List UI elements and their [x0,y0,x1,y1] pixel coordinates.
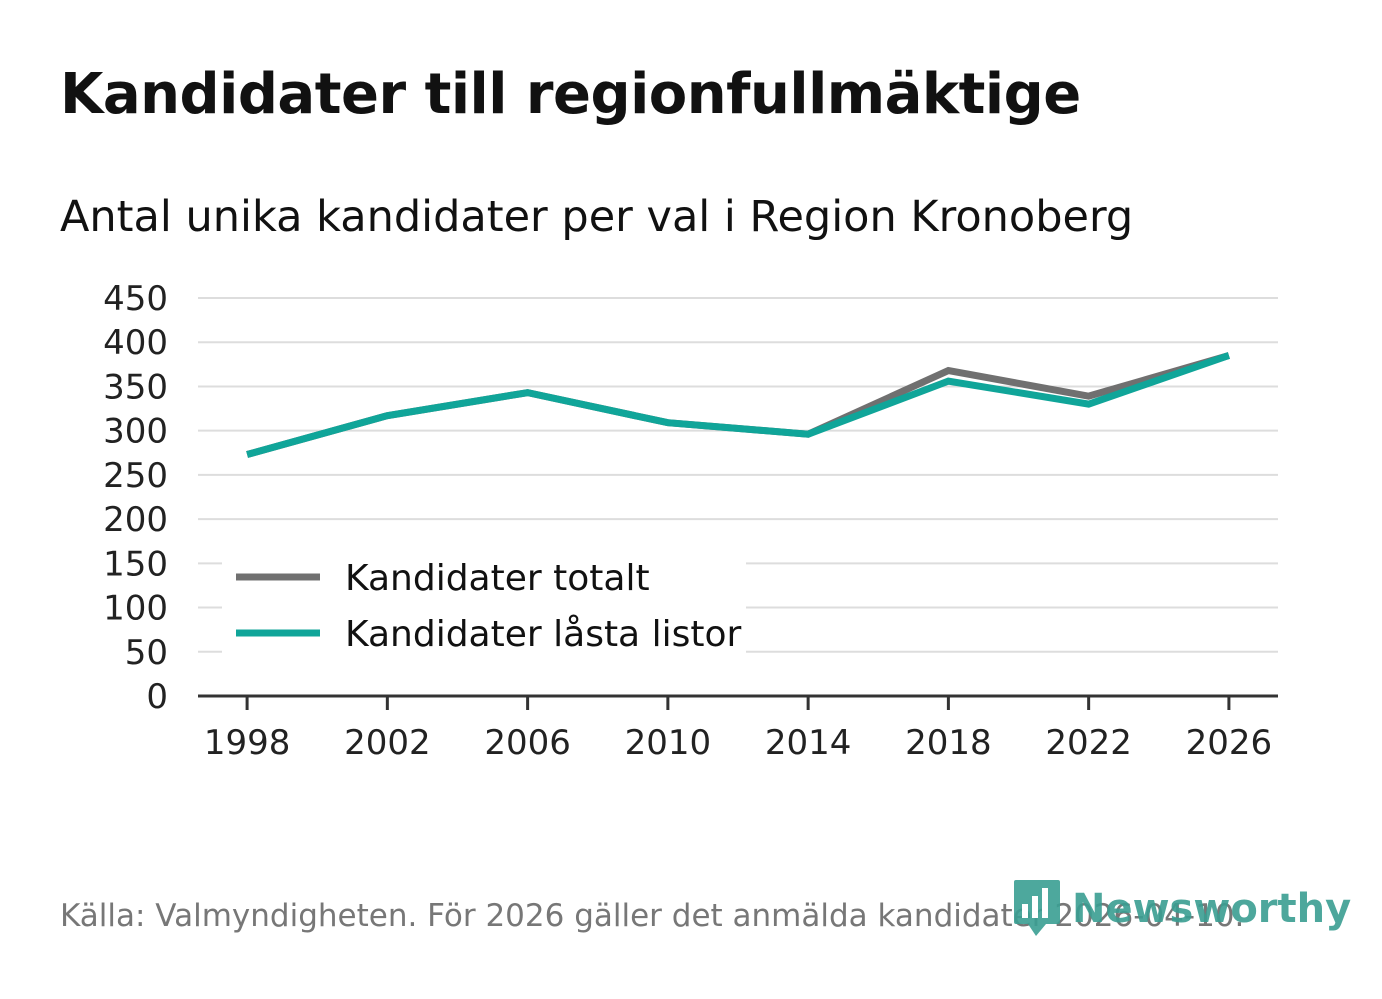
y-tick-label: 0 [146,677,168,717]
x-tick-label: 2010 [625,723,712,763]
x-tick-label: 2002 [344,723,431,763]
x-tick-label: 2026 [1186,723,1273,763]
x-axis: 1998 2002 2006 2010 2014 2018 2022 2026 [198,694,1278,763]
y-tick-label: 350 [103,367,168,407]
legend: Kandidater totalt Kandidater låsta listor [222,548,746,660]
x-tick-label: 2022 [1045,723,1132,763]
series-line-2 [246,352,1231,458]
brand-logo: Newsworthy [1012,878,1351,940]
legend-background [222,548,746,660]
bar-chart-speech-bubble-icon [1014,880,1060,936]
y-tick-label: 250 [103,456,168,496]
y-tick-label: 100 [103,589,168,629]
chart-title: Kandidater till regionfullmäktige [60,62,1081,127]
y-tick-label: 300 [103,412,168,452]
y-tick-label: 150 [103,544,168,584]
y-tick-label: 450 [103,279,168,319]
y-tick-label: 200 [103,500,168,540]
brand-name: Newsworthy [1072,886,1352,932]
legend-label-2: Kandidater låsta listor [345,614,741,655]
y-tick-label: 400 [103,323,168,363]
x-tick-label: 1998 [204,723,291,763]
y-tick-label: 50 [125,633,168,673]
x-tick-label: 2006 [484,723,571,763]
x-tick-label: 2018 [905,723,992,763]
x-tick-label: 2014 [765,723,852,763]
legend-label-1: Kandidater totalt [345,558,650,599]
chart-subtitle: Antal unika kandidater per val i Region … [60,192,1134,242]
series-lines [246,352,1231,458]
